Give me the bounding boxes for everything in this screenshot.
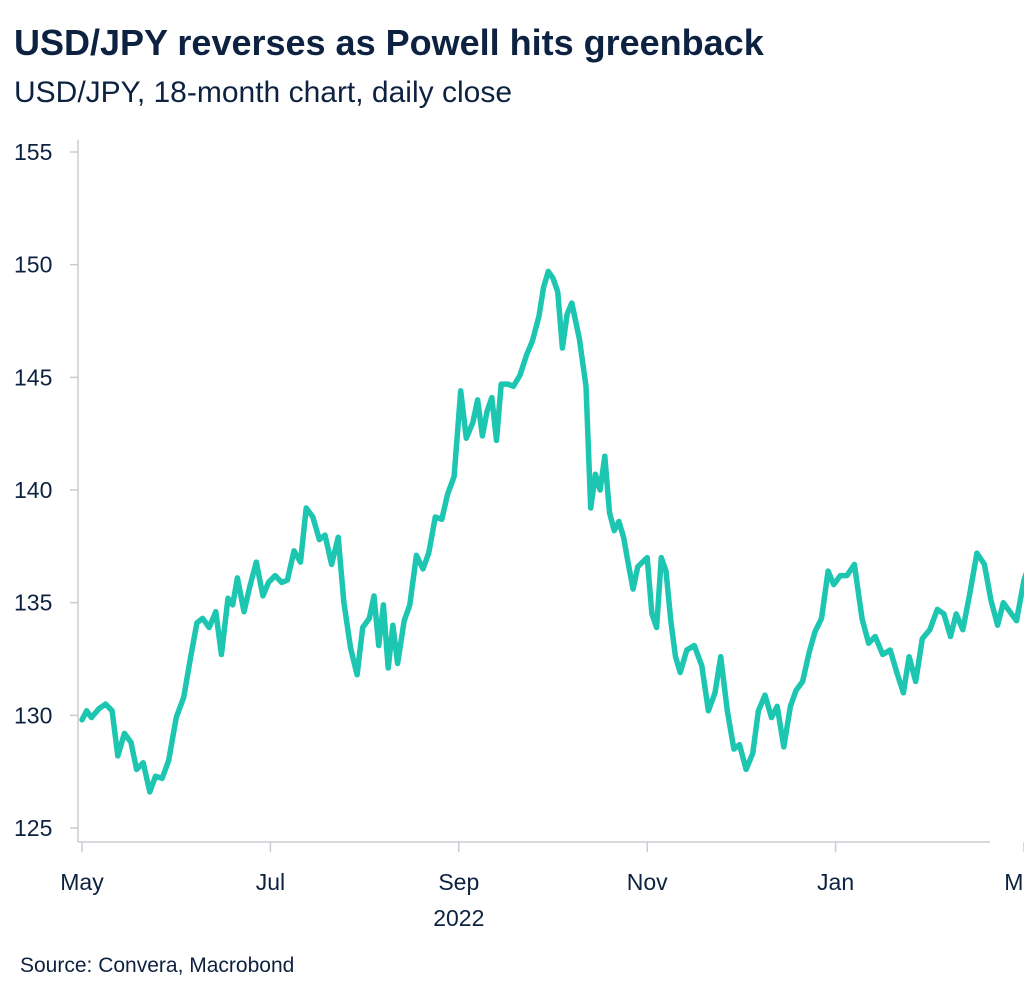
series-group bbox=[79, 268, 1024, 795]
axes bbox=[77, 140, 990, 843]
x-tick-label: Nov bbox=[627, 869, 668, 895]
y-tick-label: 155 bbox=[14, 139, 52, 165]
x-tick-label: Sep bbox=[438, 869, 479, 895]
y-tick-label: 150 bbox=[14, 252, 52, 278]
y-tick-label: 130 bbox=[14, 702, 52, 728]
x-tick-label: May bbox=[60, 869, 104, 895]
y-tick-label: 145 bbox=[14, 364, 52, 390]
x-axis-ticks: MayJulSepNovJanMarMayJulSepNov20222023 bbox=[60, 842, 1024, 931]
source-note: Source: Convera, Macrobond bbox=[20, 954, 295, 977]
x-year-label: 2022 bbox=[433, 905, 484, 931]
series-line-usdjpy bbox=[79, 268, 1024, 795]
x-tick-label: Jan bbox=[817, 869, 854, 895]
y-tick-label: 125 bbox=[14, 815, 52, 841]
x-tick-label: Mar bbox=[1004, 869, 1024, 895]
chart-subtitle: USD/JPY, 18-month chart, daily close bbox=[14, 76, 513, 109]
y-tick-label: 135 bbox=[14, 590, 52, 616]
x-tick-label: Jul bbox=[256, 869, 285, 895]
chart-title: USD/JPY reverses as Powell hits greenbac… bbox=[14, 22, 764, 63]
y-axis-ticks: 125 130 135 140 145 150 155 bbox=[14, 139, 78, 841]
y-tick-label: 140 bbox=[14, 477, 52, 503]
